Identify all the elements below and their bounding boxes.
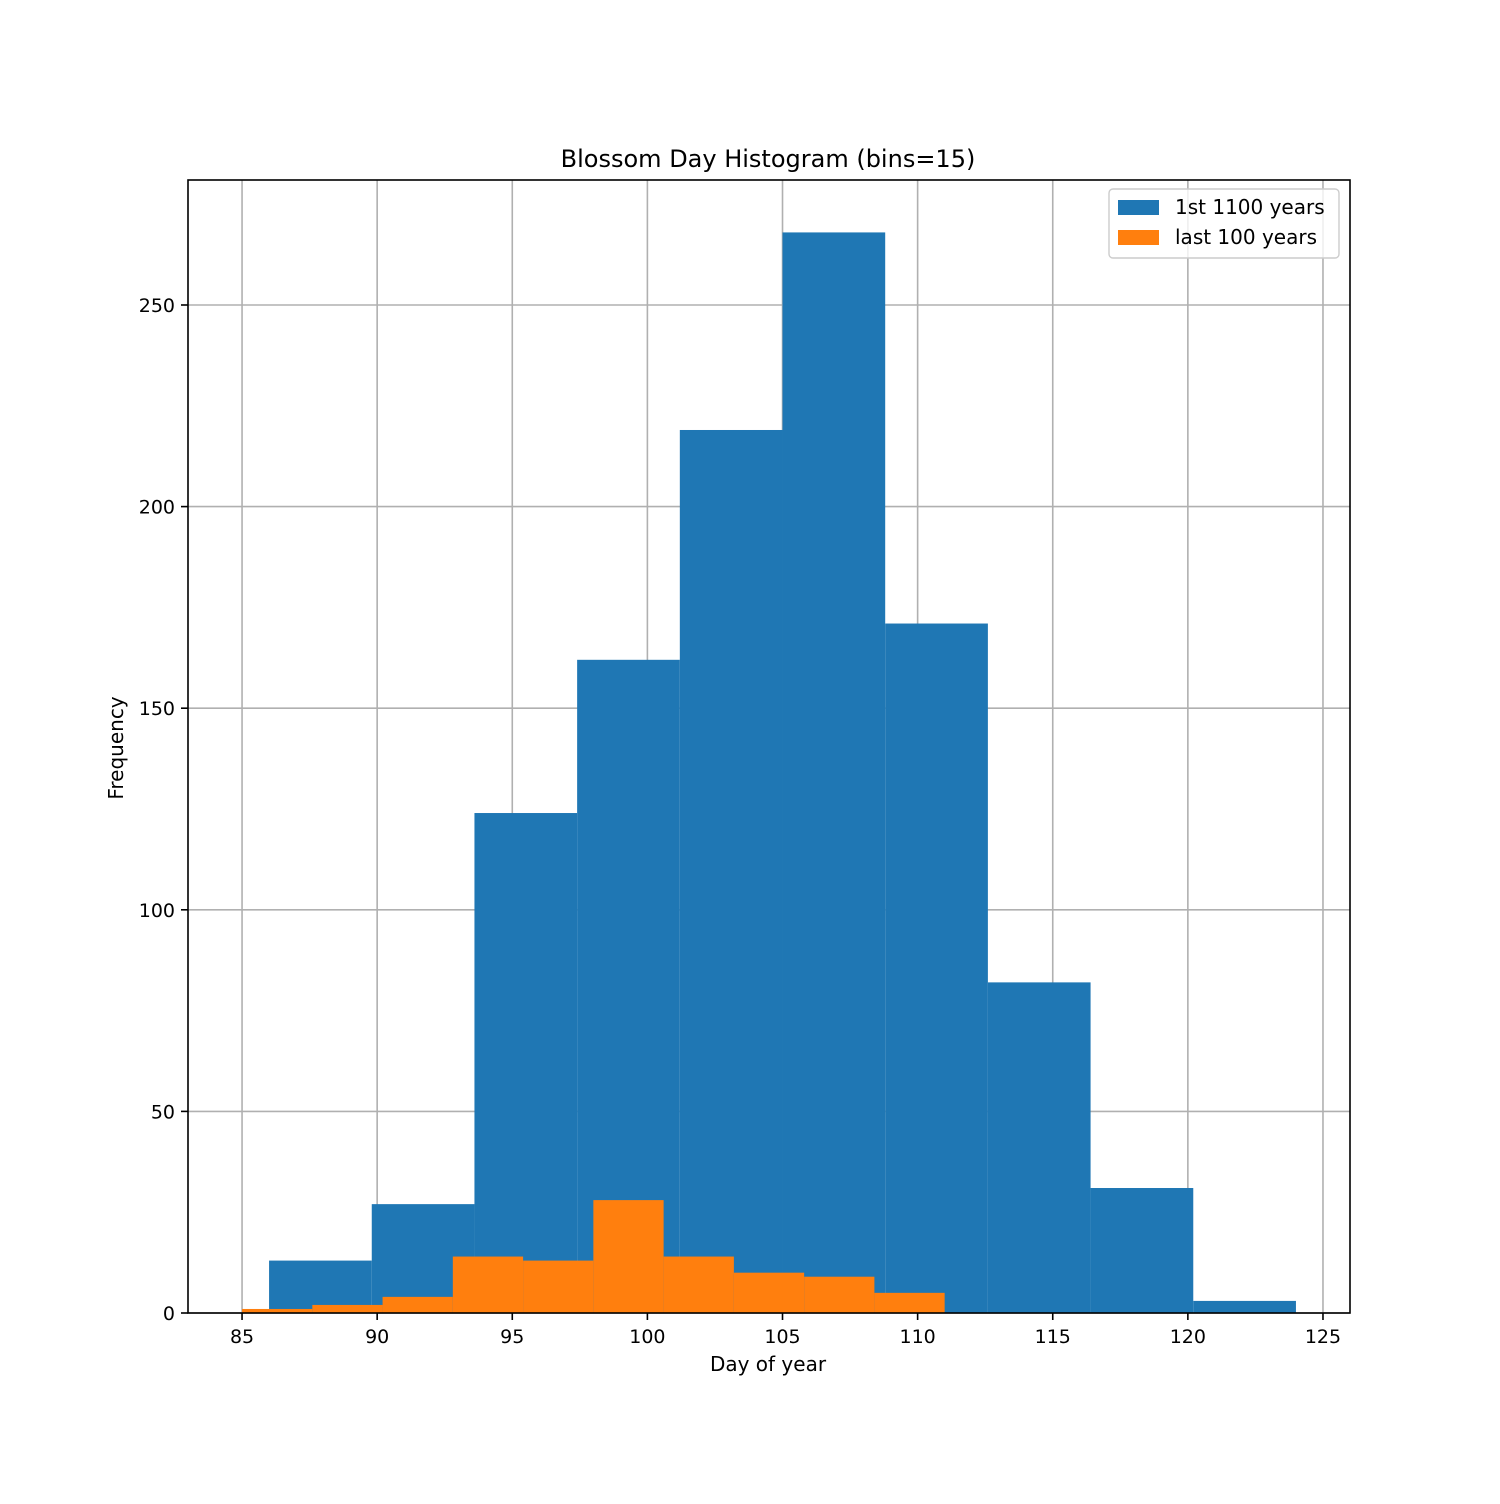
x-tick-label: 125 [1305,1326,1341,1348]
x-axis-label: Day of year [710,1352,827,1376]
histogram-bar-series-1 [679,429,783,1313]
plot-frame [187,179,1351,1314]
y-tick-label: 50 [151,1101,175,1123]
x-tick-label: 115 [1035,1326,1071,1348]
x-tick-label: 85 [230,1326,254,1348]
histogram-bar-series-2 [804,1276,875,1313]
chart-title: Blossom Day Histogram (bins=15) [561,145,976,173]
x-tick-label: 120 [1170,1326,1206,1348]
histogram-bar-series-1 [885,623,988,1313]
y-tick-label: 150 [139,698,175,720]
histogram-bar-series-2 [452,1256,524,1313]
y-tick-label: 200 [139,497,175,519]
histogram-bar-series-1 [1090,1188,1194,1313]
histogram-bar-series-2 [874,1292,945,1313]
x-tick-label: 95 [500,1326,524,1348]
histogram-bar-series-2 [312,1304,383,1313]
histogram-bars [242,232,1296,1313]
histogram-bar-series-2 [733,1272,805,1313]
x-tick-label: 90 [365,1326,389,1348]
histogram-bar-series-2 [663,1256,734,1313]
legend-label: last 100 years [1175,225,1317,249]
histogram-bar-series-2 [523,1260,594,1313]
histogram-bar-series-1 [782,232,886,1313]
histogram-bar-series-1 [474,813,578,1313]
histogram-bar-series-1 [1193,1300,1296,1313]
x-tick-label: 105 [764,1326,800,1348]
histogram-bar-series-2 [242,1308,313,1313]
axes: 85 90 95 100 105 110 115 120 125 0 50 100 150 200 250 [139,179,1351,1348]
legend-label: 1st 1100 years [1175,195,1325,219]
histogram-bar-series-1 [269,1260,372,1313]
histogram-bar-series-2 [382,1296,453,1313]
x-tick-label: 110 [899,1326,935,1348]
y-tick-label: 0 [163,1303,175,1325]
histogram-bar-series-1 [987,982,1091,1313]
legend-swatch [1118,230,1159,245]
legend-box [1108,188,1340,259]
histogram-bar-series-2 [593,1200,664,1313]
x-tick-label: 100 [629,1326,665,1348]
legend-swatch [1118,200,1159,215]
y-tick-label: 250 [139,295,175,317]
y-tick-label: 100 [139,900,175,922]
y-axis-label: Frequency [104,696,128,799]
legend: 1st 1100 years last 100 years [1108,188,1340,259]
